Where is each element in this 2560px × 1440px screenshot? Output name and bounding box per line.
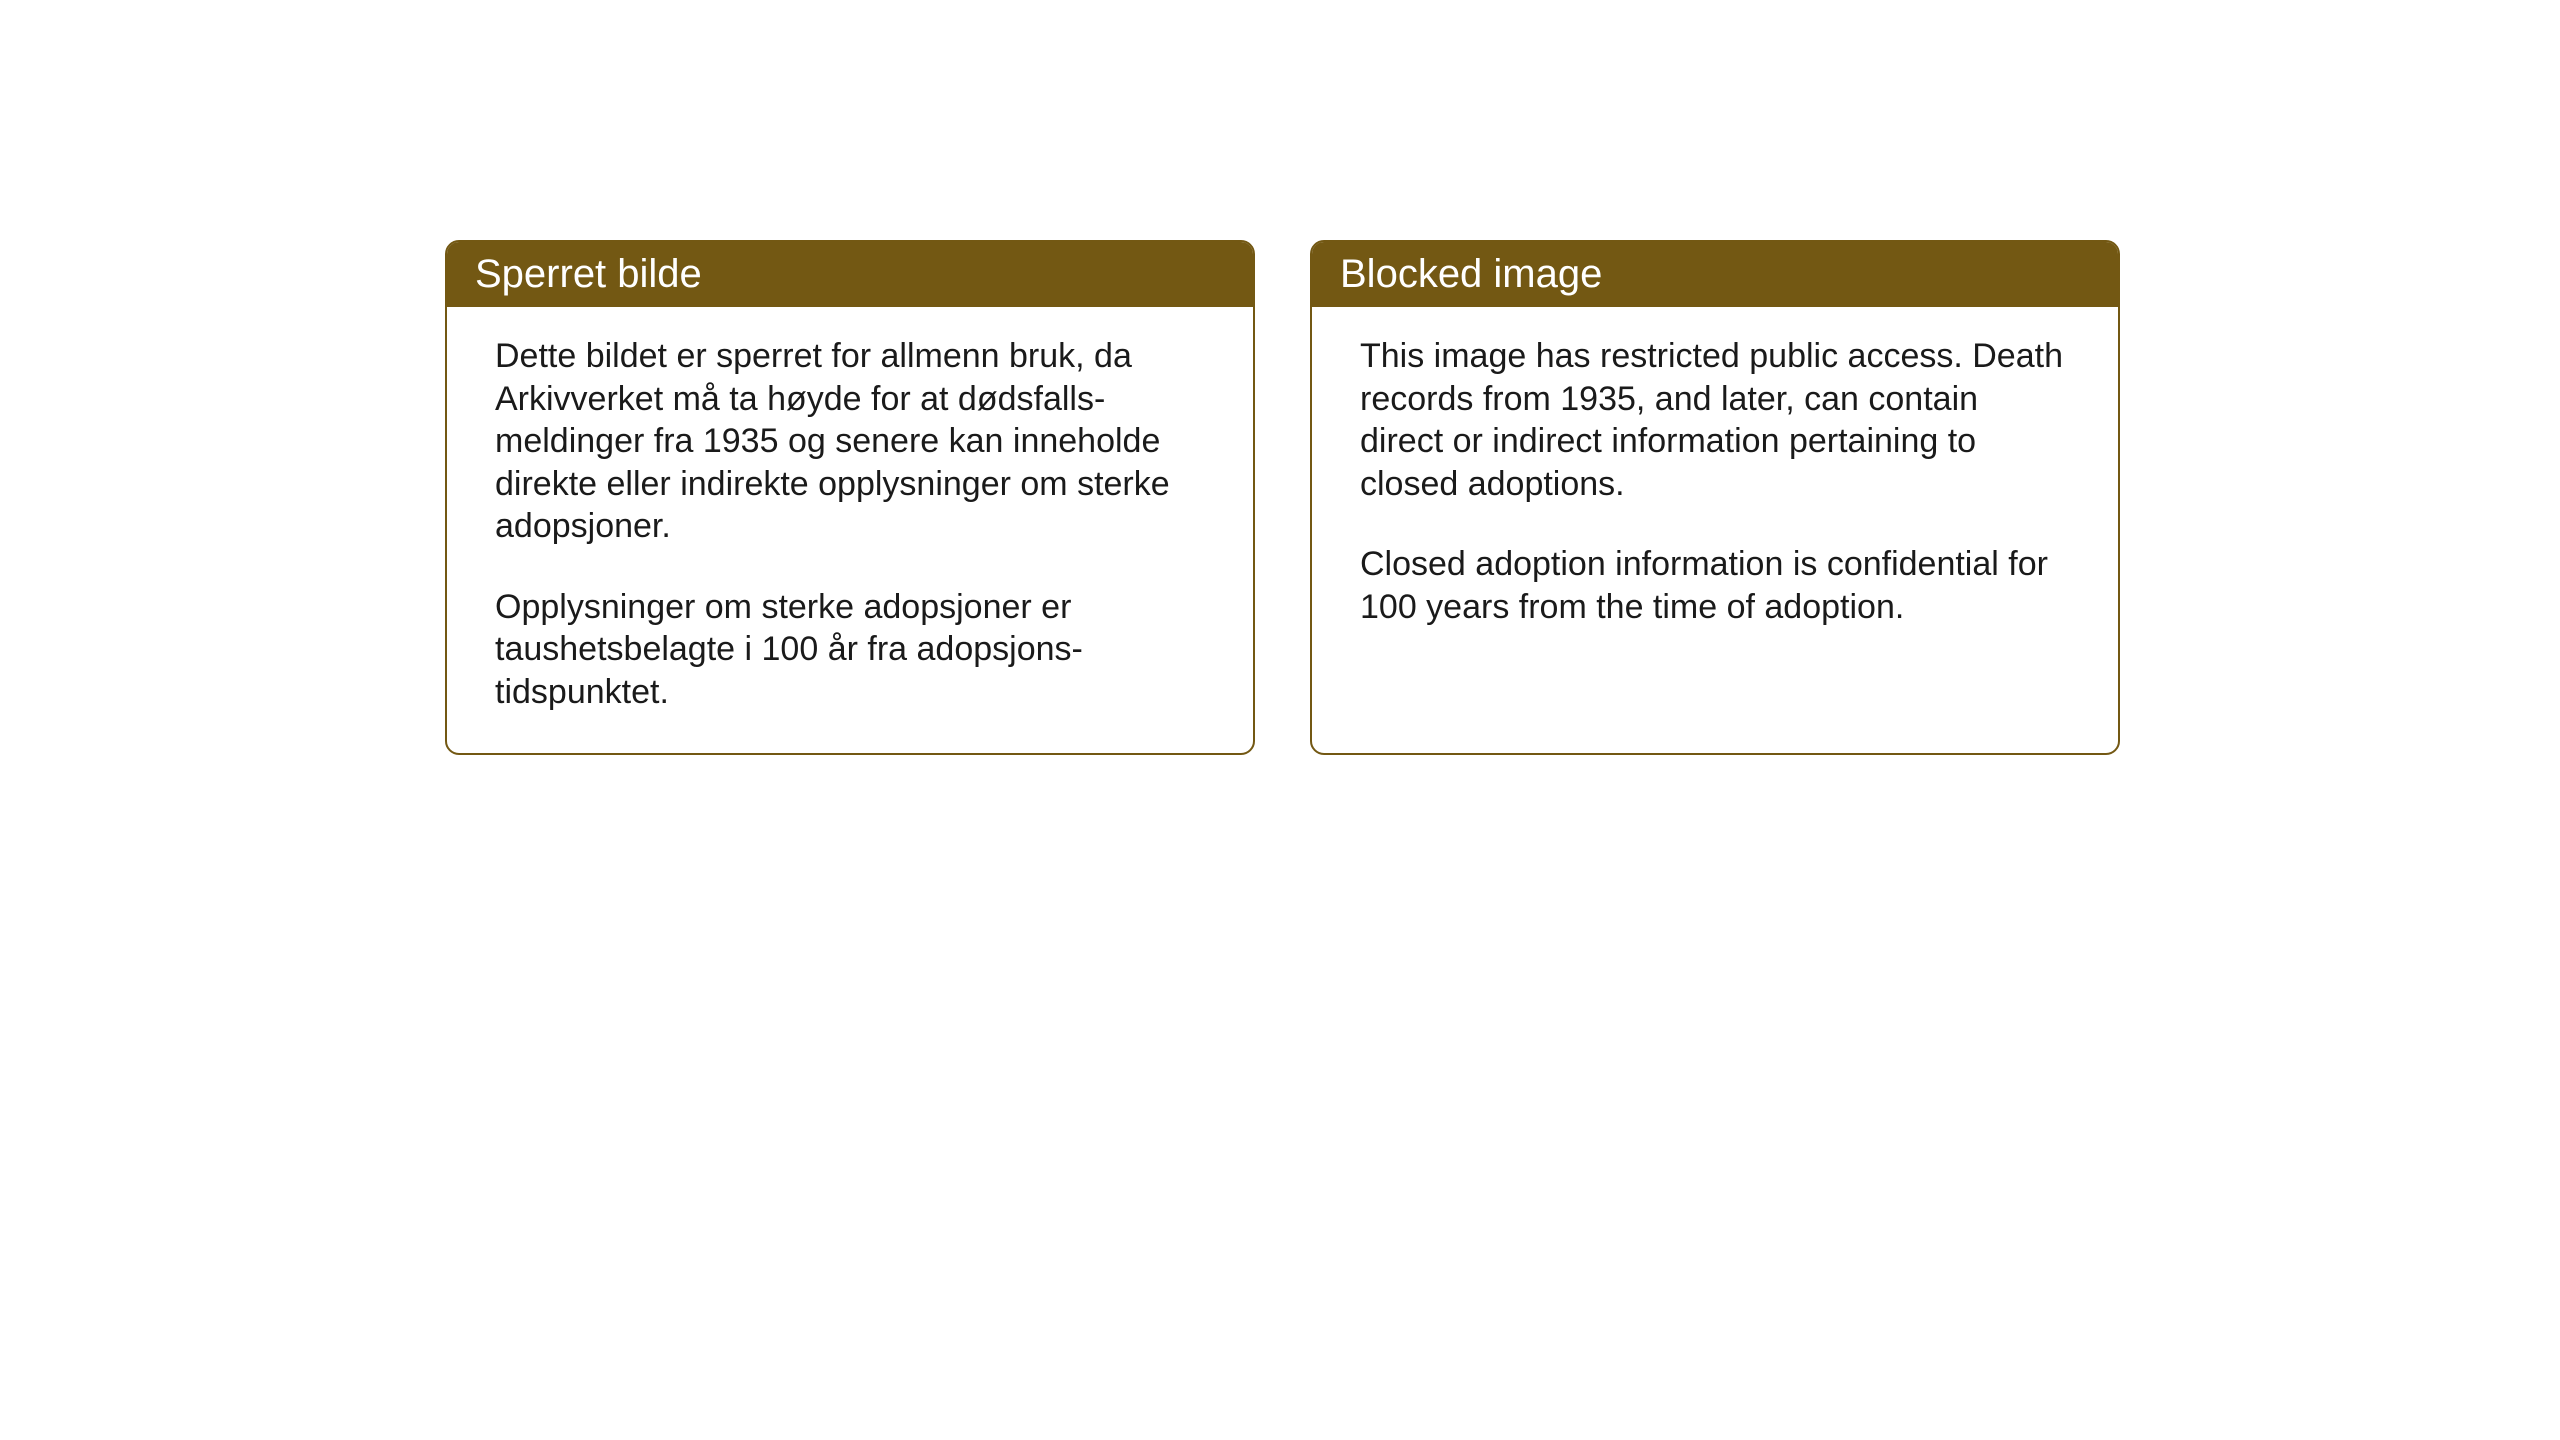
card-paragraph-2-english: Closed adoption information is confident… [1360, 543, 2070, 628]
card-paragraph-1-english: This image has restricted public access.… [1360, 335, 2070, 505]
card-body-english: This image has restricted public access.… [1312, 307, 2118, 668]
notice-card-norwegian: Sperret bilde Dette bildet er sperret fo… [445, 240, 1255, 755]
card-body-norwegian: Dette bildet er sperret for allmenn bruk… [447, 307, 1253, 753]
card-paragraph-2-norwegian: Opplysninger om sterke adopsjoner er tau… [495, 586, 1205, 714]
card-title-english: Blocked image [1340, 252, 1602, 296]
card-paragraph-1-norwegian: Dette bildet er sperret for allmenn bruk… [495, 335, 1205, 548]
notice-cards-container: Sperret bilde Dette bildet er sperret fo… [445, 240, 2120, 755]
card-header-english: Blocked image [1312, 242, 2118, 307]
notice-card-english: Blocked image This image has restricted … [1310, 240, 2120, 755]
card-title-norwegian: Sperret bilde [475, 252, 702, 296]
card-header-norwegian: Sperret bilde [447, 242, 1253, 307]
